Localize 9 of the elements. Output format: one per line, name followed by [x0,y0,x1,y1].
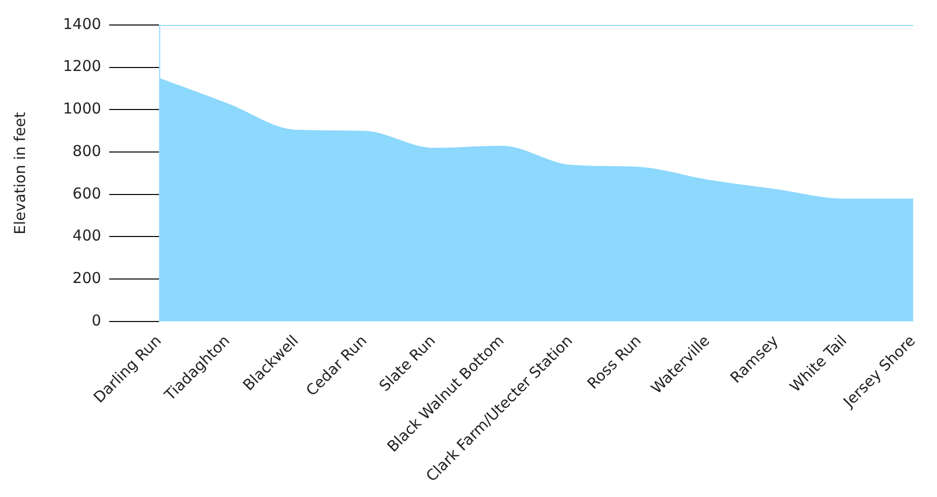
y-axis-title: Elevation in feet [10,112,29,234]
y-tick-label: 600 [72,184,102,202]
y-tick-label: 1400 [62,14,102,33]
y-tick-label: 0 [92,311,102,330]
y-tick-label: 1000 [62,100,102,118]
y-tick-label: 1200 [62,57,102,76]
y-tick-label: 400 [72,226,102,245]
y-tick-label: 800 [72,142,102,160]
y-tick-label: 200 [72,268,102,287]
